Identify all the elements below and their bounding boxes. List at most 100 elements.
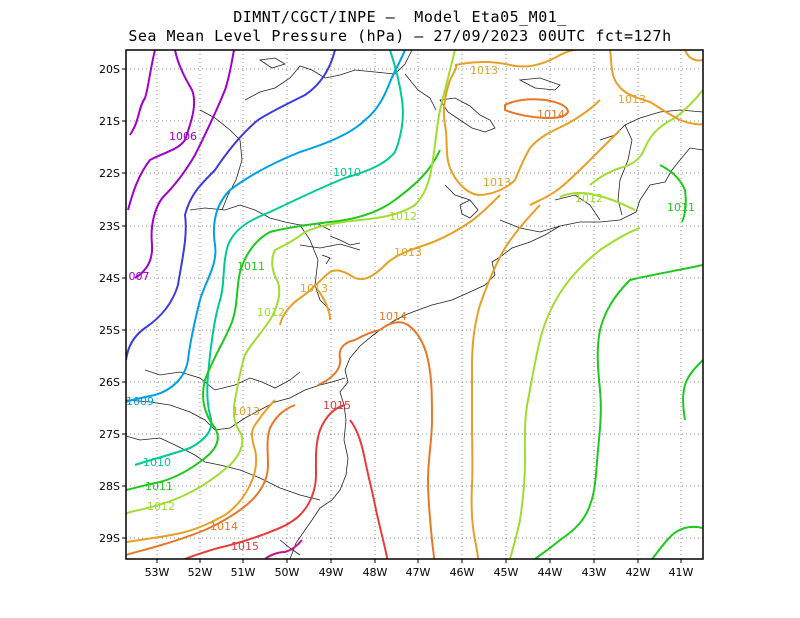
isobar-1006 <box>129 50 156 136</box>
state-border <box>299 243 361 251</box>
map-title-line2: Sea Mean Level Pressure (hPa) – 27/09/20… <box>128 27 672 45</box>
state-border <box>221 129 243 211</box>
isobar-1013 <box>126 399 276 543</box>
contour-label: 1013 <box>300 282 328 295</box>
map-title-line1: DIMNT/CGCT/INPE – Model Eta05_M01_ <box>233 8 567 26</box>
state-border <box>144 369 301 391</box>
isobar-1011 <box>659 164 687 223</box>
axis-ticks: 20S 21S 22S 23S 24S 25S 26S 27S 28S 29S 53W 52W 51W 5… <box>99 63 694 579</box>
isobar-1011 <box>651 525 703 559</box>
lat-tick-label: 24S <box>99 272 120 285</box>
lon-tick-label: 49W <box>319 566 344 579</box>
lat-tick-label: 23S <box>99 220 120 233</box>
contour-label: 1014 <box>210 520 238 533</box>
island-outline <box>329 235 361 246</box>
isobar-1012 <box>509 227 641 559</box>
isobar-1010 <box>134 50 404 466</box>
contour-label: 1013 <box>483 176 511 189</box>
contour-label: 1012 <box>257 306 285 319</box>
contour-label: 1014 <box>537 108 565 121</box>
coastline <box>289 147 703 559</box>
lon-tick-label: 47W <box>406 566 431 579</box>
isobar-1013 <box>684 50 703 62</box>
isobar-1012 <box>589 89 703 186</box>
island-outline <box>459 199 479 219</box>
isobar-1009 <box>126 50 406 403</box>
isobar-1013 <box>529 129 621 206</box>
lat-tick-label: 28S <box>99 480 120 493</box>
lat-tick-label: 20S <box>99 63 120 76</box>
lat-tick-label: 25S <box>99 324 120 337</box>
contour-label: 1015 <box>231 540 259 553</box>
lon-tick-label: 46W <box>450 566 475 579</box>
isobar-1011 <box>126 149 441 491</box>
reservoir-outline <box>439 97 496 133</box>
contour-label: 1012 <box>575 192 603 205</box>
lon-tick-label: 41W <box>669 566 694 579</box>
isobar-1012 <box>126 50 456 515</box>
isobar-1014 <box>379 321 435 559</box>
state-border <box>126 435 321 501</box>
plot-frame <box>125 49 704 560</box>
island-outline <box>321 254 331 265</box>
lat-tick-label: 26S <box>99 376 120 389</box>
contour-label: 1009 <box>126 395 154 408</box>
isobar-1012 <box>559 191 636 211</box>
contour-label: 007 <box>129 270 150 283</box>
isobar-1013 <box>317 289 331 321</box>
isobar-1013 <box>442 64 601 197</box>
lon-tick-label: 43W <box>582 566 607 579</box>
lat-tick-label: 21S <box>99 115 120 128</box>
contour-label-layer: 1006 007 1009 1010 1010 1011 1011 1011 1012 1012 1… <box>126 64 695 553</box>
isobar-1013 <box>609 50 703 126</box>
lon-tick-label: 52W <box>188 566 213 579</box>
isobar-1016 <box>264 539 303 559</box>
contour-label: 1013 <box>618 93 646 106</box>
contour-label: 1012 <box>147 500 175 513</box>
lon-tick-label: 50W <box>275 566 300 579</box>
state-border <box>279 539 301 556</box>
contour-label: 1013 <box>232 405 260 418</box>
contour-label: 1012 <box>389 210 417 223</box>
reservoir-outline <box>258 57 286 69</box>
state-border <box>199 109 231 131</box>
state-border <box>444 184 471 201</box>
state-border <box>499 219 561 233</box>
lat-tick-label: 22S <box>99 167 120 180</box>
contour-label: 1010 <box>333 166 361 179</box>
lat-tick-label: 27S <box>99 428 120 441</box>
isobar-1007 <box>134 50 235 279</box>
isobar-1014 <box>126 404 296 556</box>
contour-label: 1013 <box>470 64 498 77</box>
isobar-1014 <box>317 329 381 386</box>
isobar-1013 <box>470 204 541 559</box>
lon-tick-label: 53W <box>145 566 170 579</box>
contour-label: 1011 <box>667 201 695 214</box>
lon-tick-label: 51W <box>231 566 256 579</box>
lon-tick-label: 44W <box>538 566 563 579</box>
map-grid <box>126 50 703 559</box>
isobar-1011 <box>682 359 703 421</box>
contour-label: 1006 <box>169 130 197 143</box>
state-border <box>404 73 437 111</box>
isobar-1011 <box>534 264 703 559</box>
reservoir-outline <box>518 77 561 91</box>
lon-tick-label: 48W <box>363 566 388 579</box>
isobar-1008 <box>126 50 336 361</box>
state-border <box>126 377 346 431</box>
coastline-borders <box>126 50 703 559</box>
isobar-1015 <box>349 419 388 559</box>
state-border <box>554 194 601 221</box>
contour-label: 1010 <box>143 456 171 469</box>
contour-label: 1011 <box>145 480 173 493</box>
lon-tick-label: 42W <box>626 566 651 579</box>
contour-label: 1011 <box>237 260 265 273</box>
isobar-1006 <box>127 50 196 211</box>
isobar-1013 <box>279 194 501 326</box>
state-border <box>244 50 413 101</box>
contour-label: 1013 <box>394 246 422 259</box>
state-border <box>617 124 633 216</box>
isobar-1015 <box>184 404 346 559</box>
contour-label: 1015 <box>323 399 351 412</box>
